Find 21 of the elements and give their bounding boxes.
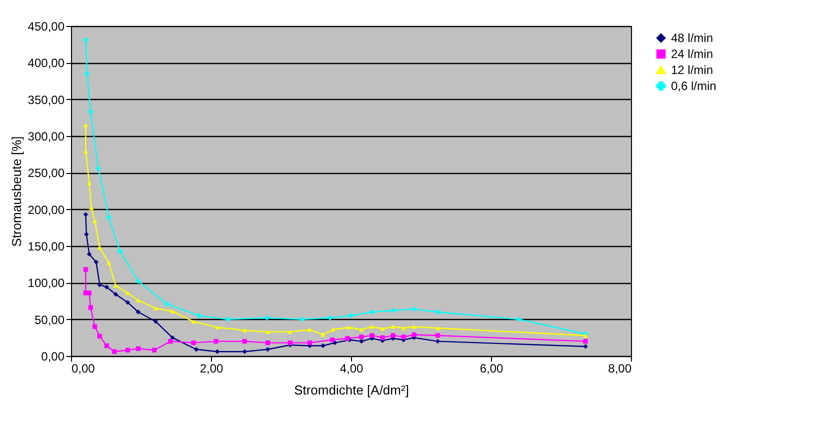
x-tick-label: 4,00	[340, 362, 364, 376]
y-tick-label: 450,00	[28, 20, 65, 34]
y-tick-label: 50,00	[34, 312, 65, 327]
y-tick-label: 300,00	[28, 130, 65, 144]
y-tick-label: 250,00	[28, 166, 65, 180]
x-tick-label: 0,00	[72, 362, 96, 376]
y-tick-label: 100,00	[28, 276, 65, 290]
y-tick-label: 0,00	[41, 350, 65, 364]
legend-label: 12 l/min	[671, 63, 714, 77]
y-axis-title: Stromausbeute [%]	[8, 136, 24, 247]
x-axis-title: Stromdichte [A/dm²]	[294, 382, 409, 398]
x-tick-label: 6,00	[480, 362, 504, 376]
y-tick-label: 150,00	[28, 240, 65, 254]
x-tick-label: 8,00	[608, 362, 632, 376]
y-tick-label: 350,00	[28, 92, 65, 107]
y-tick-label: 200,00	[28, 202, 65, 217]
x-tick-label: 2,00	[200, 362, 224, 376]
legend-label: 0,6 l/min	[671, 79, 716, 93]
legend-label: 48 l/min	[671, 31, 714, 45]
legend-label: 24 l/min	[671, 47, 714, 61]
y-tick-label: 400,00	[28, 56, 65, 70]
